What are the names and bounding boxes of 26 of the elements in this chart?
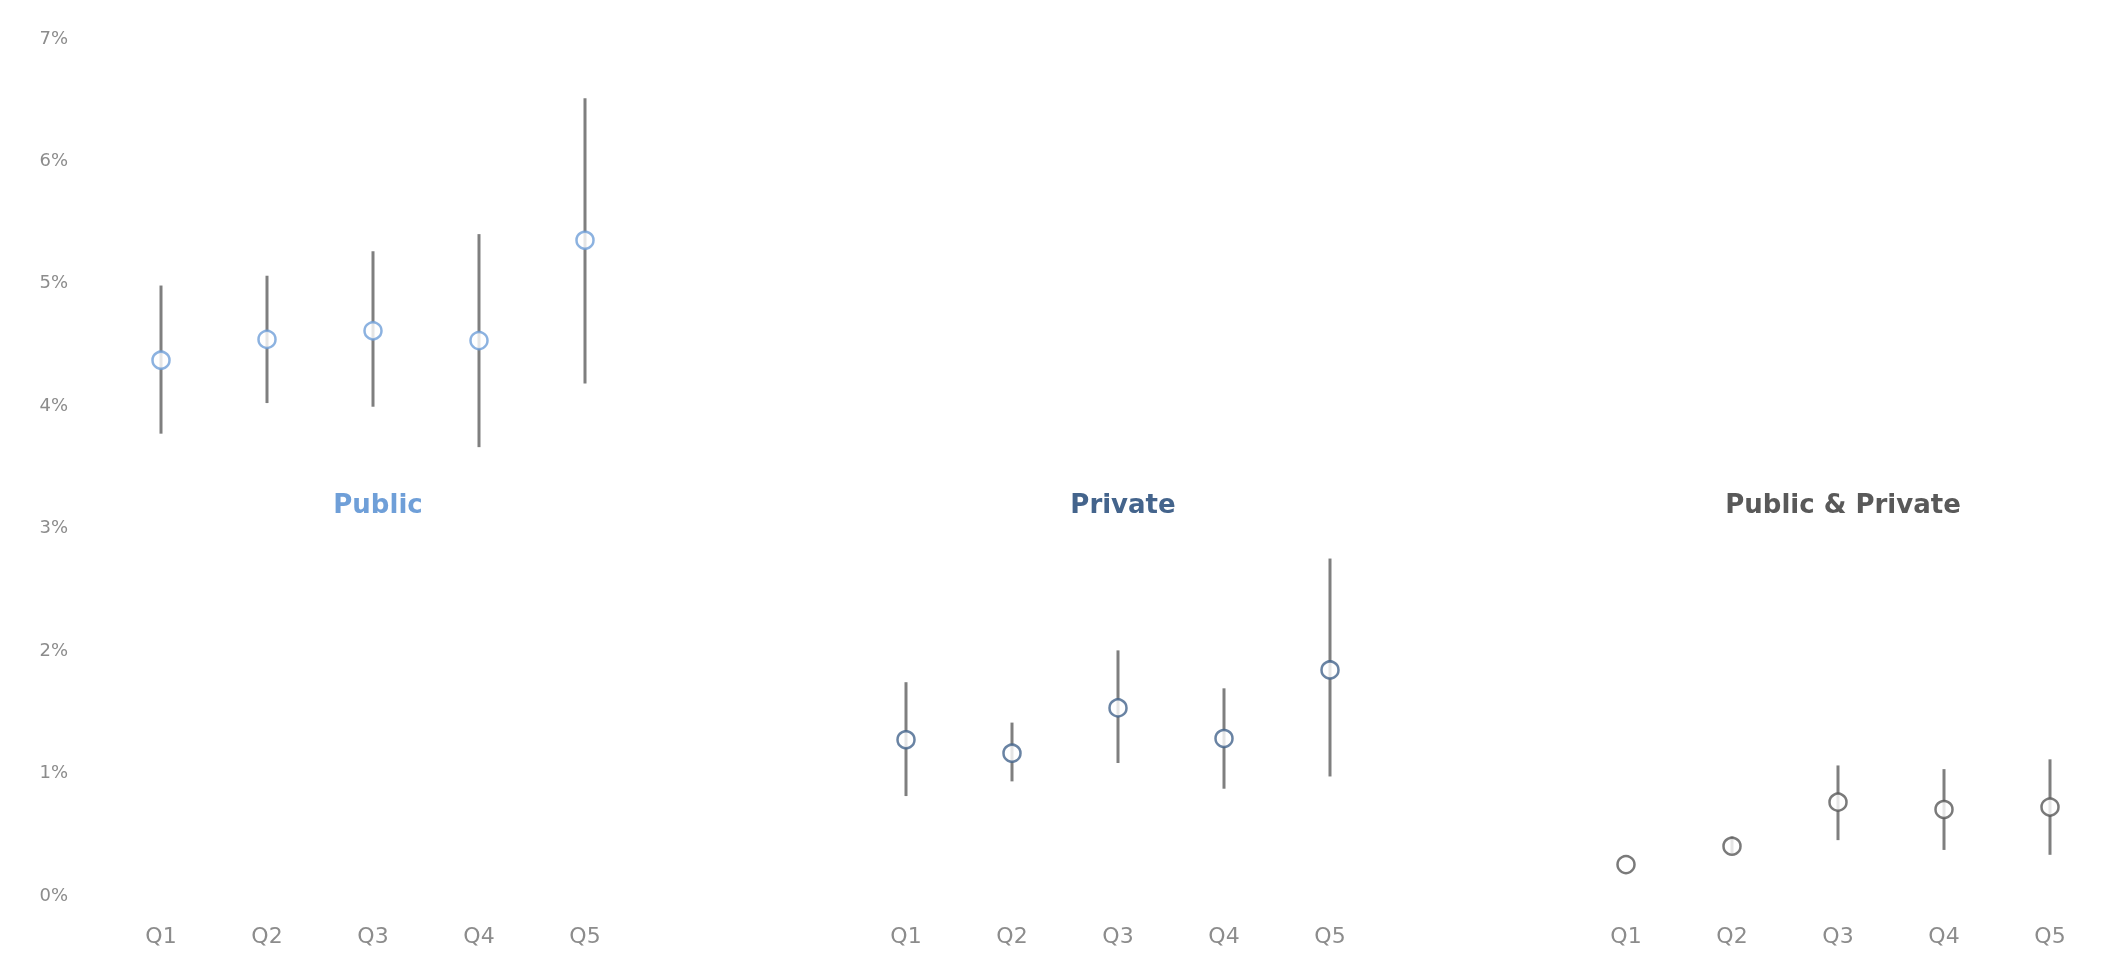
y-tick-label: 4% bbox=[39, 393, 68, 415]
text: Public bbox=[333, 489, 423, 519]
y-tick-label: 7% bbox=[39, 26, 68, 48]
x-tick-label: Q2 bbox=[1716, 922, 1748, 948]
x-tick-label: Q3 bbox=[357, 922, 389, 948]
x-tick-label: Q2 bbox=[996, 922, 1028, 948]
y-tick-label: 3% bbox=[39, 516, 68, 538]
y-tick-label: 5% bbox=[39, 271, 68, 293]
x-tick-label: Q4 bbox=[1928, 922, 1960, 948]
x-tick-label: Q5 bbox=[569, 922, 601, 948]
x-tick-label: Q5 bbox=[2034, 922, 2066, 948]
x-tick-label: Q4 bbox=[1208, 922, 1240, 948]
text: Public & Private bbox=[1725, 489, 1961, 519]
x-tick-label: Q5 bbox=[1314, 922, 1346, 948]
x-tick-label: Q3 bbox=[1822, 922, 1854, 948]
y-tick-label: 6% bbox=[39, 148, 68, 170]
x-tick-label: Q2 bbox=[251, 922, 283, 948]
y-tick-label: 1% bbox=[39, 761, 68, 783]
y-tick-label: 2% bbox=[39, 638, 68, 660]
x-tick-label: Q3 bbox=[1102, 922, 1134, 948]
x-tick-label: Q1 bbox=[1610, 922, 1642, 948]
x-tick-label: Q4 bbox=[463, 922, 495, 948]
text: Private bbox=[1070, 489, 1176, 519]
x-tick-label: Q1 bbox=[145, 922, 177, 948]
y-tick-label: 0% bbox=[39, 883, 68, 905]
x-tick-label: Q1 bbox=[890, 922, 922, 948]
